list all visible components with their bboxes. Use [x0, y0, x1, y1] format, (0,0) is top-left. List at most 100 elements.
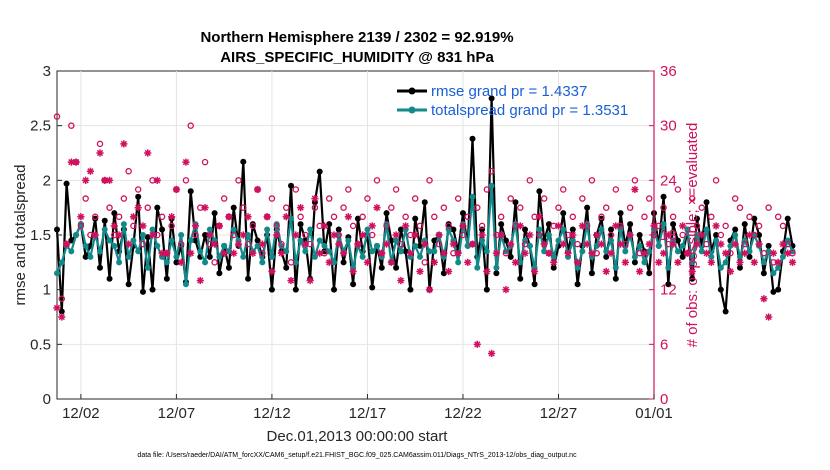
rmse-point: [627, 221, 634, 228]
rmse-point: [746, 253, 753, 260]
possible-count-point: [345, 186, 352, 193]
possible-count-point: [230, 231, 237, 239]
evaluated-count-point: [612, 222, 620, 230]
rmse-point: [713, 232, 720, 238]
totalspread-point: [736, 253, 743, 260]
evaluated-count-point: [564, 249, 572, 257]
evaluated-count-point: [760, 295, 768, 303]
legend: rmse grand pr = 1.4337 totalspread grand…: [397, 83, 628, 119]
rmse-point: [784, 215, 791, 222]
possible-count-point: [569, 213, 577, 221]
rmse-point: [512, 199, 519, 206]
possible-count-point: [588, 177, 596, 184]
totalspread-point: [54, 270, 60, 277]
possible-count-point: [240, 204, 247, 211]
possible-count-point: [703, 240, 710, 248]
evaluated-count-point: [726, 267, 735, 276]
possible-count-point: [431, 213, 438, 221]
rmse-point: [202, 232, 209, 238]
totalspread-point: [292, 259, 299, 266]
rmse-point: [545, 221, 552, 228]
rmse-point: [679, 253, 686, 260]
evaluated-count-point: [425, 286, 434, 294]
rmse-point: [598, 215, 605, 222]
totalspread-point: [135, 248, 142, 255]
totalspread-point: [455, 259, 462, 266]
evaluated-count-point: [540, 240, 548, 248]
rmse-point: [111, 210, 118, 217]
rmse-point: [58, 308, 65, 315]
possible-count-point: [693, 222, 701, 230]
totalspread-point: [202, 259, 209, 266]
y-tick-label: 1.5: [30, 227, 51, 244]
totalspread-point: [168, 237, 175, 244]
evaluated-count-point: [416, 267, 424, 276]
evaluated-count-point: [445, 267, 453, 276]
possible-count-point: [388, 204, 395, 211]
totalspread-point: [187, 237, 194, 244]
possible-count-point: [68, 122, 75, 129]
evaluated-count-point: [354, 240, 362, 248]
evaluated-count-point: [306, 276, 314, 285]
possible-count-point: [302, 231, 309, 239]
evaluated-count-point: [573, 258, 582, 266]
possible-count-point: [106, 204, 113, 211]
possible-count-point: [402, 213, 409, 221]
evaluated-count-point: [363, 258, 372, 266]
evaluated-count-point: [311, 194, 319, 203]
totalspread-point: [574, 264, 581, 271]
evaluated-count-point: [468, 240, 477, 248]
evaluated-count-point: [253, 185, 262, 194]
rmse-point: [646, 270, 653, 277]
rmse-point: [488, 95, 495, 102]
totalspread-point: [116, 259, 123, 266]
possible-count-point: [259, 249, 266, 257]
evaluated-count-point: [282, 213, 290, 221]
evaluated-count-point: [774, 258, 782, 266]
totalspread-point: [545, 232, 552, 238]
totalspread-point: [111, 242, 118, 249]
evaluated-count-point: [277, 249, 286, 257]
possible-count-point: [645, 195, 653, 202]
rmse-point: [393, 264, 400, 271]
evaluated-count-point: [454, 249, 462, 257]
evaluated-count-point: [316, 249, 324, 257]
rmse-point: [297, 221, 304, 228]
evaluated-count-point: [339, 249, 348, 257]
totalspread-point: [479, 237, 486, 244]
rmse-point: [717, 286, 724, 293]
y-right-tick-label: 6: [660, 336, 668, 353]
possible-count-point: [454, 195, 462, 202]
possible-count-point: [459, 231, 467, 239]
totalspread-point: [230, 226, 237, 233]
evaluated-count-point: [602, 267, 610, 276]
totalspread-point: [636, 242, 643, 249]
rmse-point: [82, 253, 89, 260]
totalspread-point: [163, 259, 170, 266]
totalspread-point: [703, 226, 710, 233]
totalspread-point: [416, 253, 423, 260]
evaluated-count-point: [669, 240, 677, 248]
evaluated-count-point: [301, 240, 309, 248]
totalspread-point: [608, 237, 615, 244]
rmse-point: [741, 221, 748, 228]
evaluated-count-point: [731, 240, 739, 248]
rmse-point: [216, 270, 223, 277]
totalspread-point: [82, 242, 89, 249]
evaluated-count-point: [712, 222, 720, 230]
totalspread-point: [73, 232, 80, 238]
possible-count-point: [82, 195, 89, 202]
totalspread-point: [393, 237, 400, 244]
rmse-point: [68, 237, 75, 244]
x-tick-label: 12/02: [62, 405, 100, 422]
rmse-point: [674, 237, 681, 244]
x-tick-label: 12/17: [349, 405, 387, 422]
possible-count-point: [144, 204, 151, 211]
possible-count-point: [115, 213, 123, 221]
totalspread-point: [674, 248, 681, 255]
evaluated-count-point: [91, 231, 99, 239]
evaluated-count-point: [77, 213, 85, 221]
possible-count-point: [211, 259, 218, 266]
totalspread-point: [560, 226, 567, 233]
possible-count-point: [125, 167, 132, 175]
